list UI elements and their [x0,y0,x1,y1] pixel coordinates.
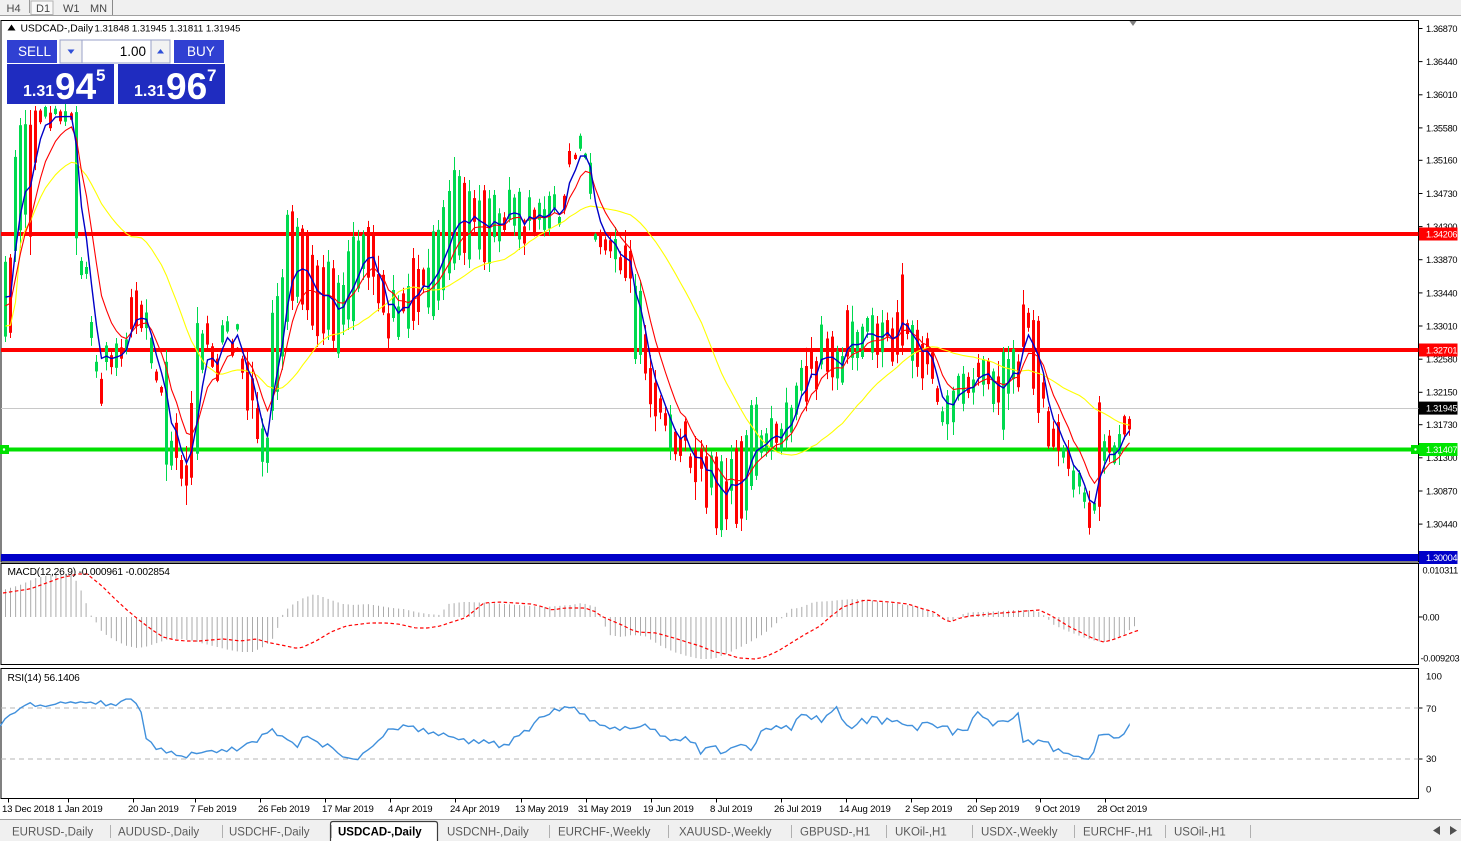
svg-text:-0.009203: -0.009203 [1421,654,1460,664]
svg-text:70: 70 [1426,704,1437,715]
svg-text:W1: W1 [63,3,80,15]
svg-text:MN: MN [90,3,107,15]
svg-text:7: 7 [207,66,216,85]
svg-text:94: 94 [55,66,97,107]
svg-text:31 May 2019: 31 May 2019 [578,804,631,815]
svg-text:AUDUSD-,Daily: AUDUSD-,Daily [118,827,199,839]
svg-text:4 Apr 2019: 4 Apr 2019 [388,804,432,815]
svg-text:13 May 2019: 13 May 2019 [515,804,568,815]
svg-text:USDCAD-,Daily: USDCAD-,Daily [338,827,422,839]
svg-text:USDCHF-,Daily: USDCHF-,Daily [229,827,310,839]
svg-text:0.010311: 0.010311 [1423,566,1459,576]
svg-text:MACD(12,26,9) -0.000961 -0.002: MACD(12,26,9) -0.000961 -0.002854 [8,567,171,578]
svg-text:30: 30 [1426,754,1437,765]
svg-text:8 Jul 2019: 8 Jul 2019 [710,804,752,815]
svg-text:1.30004: 1.30004 [1426,553,1457,563]
svg-text:100: 100 [1426,672,1442,683]
svg-text:1.30870: 1.30870 [1426,486,1457,496]
svg-text:96: 96 [166,66,207,107]
svg-text:1.00: 1.00 [120,44,146,59]
svg-text:1.31300: 1.31300 [1426,453,1457,463]
svg-text:13 Dec 2018: 13 Dec 2018 [2,804,54,815]
svg-text:RSI(14) 56.1406: RSI(14) 56.1406 [8,673,81,684]
svg-text:14 Aug 2019: 14 Aug 2019 [839,804,891,815]
svg-text:28 Oct 2019: 28 Oct 2019 [1097,804,1147,815]
svg-text:0: 0 [1426,785,1431,796]
svg-text:1.33440: 1.33440 [1426,288,1457,298]
svg-text:1.35580: 1.35580 [1426,123,1457,133]
svg-text:1.31945: 1.31945 [1426,404,1457,414]
svg-text:1.31730: 1.31730 [1426,420,1457,430]
svg-text:1.36870: 1.36870 [1426,24,1457,34]
svg-text:1.31848 1.31945 1.31811 1.3194: 1.31848 1.31945 1.31811 1.31945 [95,24,241,35]
svg-text:1 Jan 2019: 1 Jan 2019 [57,804,102,815]
svg-text:USDCNH-,Daily: USDCNH-,Daily [447,827,529,839]
svg-text:XAUUSD-,Weekly: XAUUSD-,Weekly [679,827,772,839]
svg-text:1.32580: 1.32580 [1426,355,1457,365]
svg-text:1.31407: 1.31407 [1426,445,1457,455]
svg-text:26 Jul 2019: 26 Jul 2019 [774,804,821,815]
svg-text:EURUSD-,Daily: EURUSD-,Daily [12,827,93,839]
svg-text:1.33010: 1.33010 [1426,321,1457,331]
svg-text:USDCAD-,Daily: USDCAD-,Daily [21,24,95,35]
svg-text:17 Mar 2019: 17 Mar 2019 [322,804,374,815]
svg-text:1.36010: 1.36010 [1426,90,1457,100]
svg-text:1.34206: 1.34206 [1426,229,1457,239]
svg-text:H4: H4 [7,3,21,15]
svg-text:2 Sep 2019: 2 Sep 2019 [905,804,952,815]
svg-text:1.32701: 1.32701 [1426,345,1457,355]
svg-text:19 Jun 2019: 19 Jun 2019 [643,804,694,815]
svg-text:26 Feb 2019: 26 Feb 2019 [258,804,310,815]
svg-text:24 Apr 2019: 24 Apr 2019 [450,804,500,815]
svg-text:1.36440: 1.36440 [1426,57,1457,67]
svg-text:GBPUSD-,H1: GBPUSD-,H1 [800,827,870,839]
svg-text:9 Oct 2019: 9 Oct 2019 [1035,804,1080,815]
svg-text:5: 5 [96,66,105,85]
svg-text:1.33870: 1.33870 [1426,255,1457,265]
svg-text:0.00: 0.00 [1423,613,1440,623]
svg-text:EURCHF-,H1: EURCHF-,H1 [1083,827,1153,839]
svg-text:USDX-,Weekly: USDX-,Weekly [981,827,1058,839]
svg-text:1.31: 1.31 [134,83,165,100]
svg-text:USOil-,H1: USOil-,H1 [1174,827,1226,839]
svg-text:UKOil-,H1: UKOil-,H1 [895,827,947,839]
svg-text:1.32150: 1.32150 [1426,388,1457,398]
svg-text:1.31: 1.31 [23,83,54,100]
svg-text:1.35160: 1.35160 [1426,156,1457,166]
svg-text:SELL: SELL [18,44,52,59]
svg-text:7 Feb 2019: 7 Feb 2019 [190,804,237,815]
svg-text:D1: D1 [36,3,50,15]
svg-text:1.34730: 1.34730 [1426,189,1457,199]
svg-text:1.30440: 1.30440 [1426,520,1457,530]
svg-text:1.34300: 1.34300 [1426,222,1457,232]
svg-text:BUY: BUY [187,44,215,59]
svg-text:20 Sep 2019: 20 Sep 2019 [967,804,1019,815]
svg-text:20 Jan 2019: 20 Jan 2019 [128,804,179,815]
svg-text:EURCHF-,Weekly: EURCHF-,Weekly [558,827,651,839]
